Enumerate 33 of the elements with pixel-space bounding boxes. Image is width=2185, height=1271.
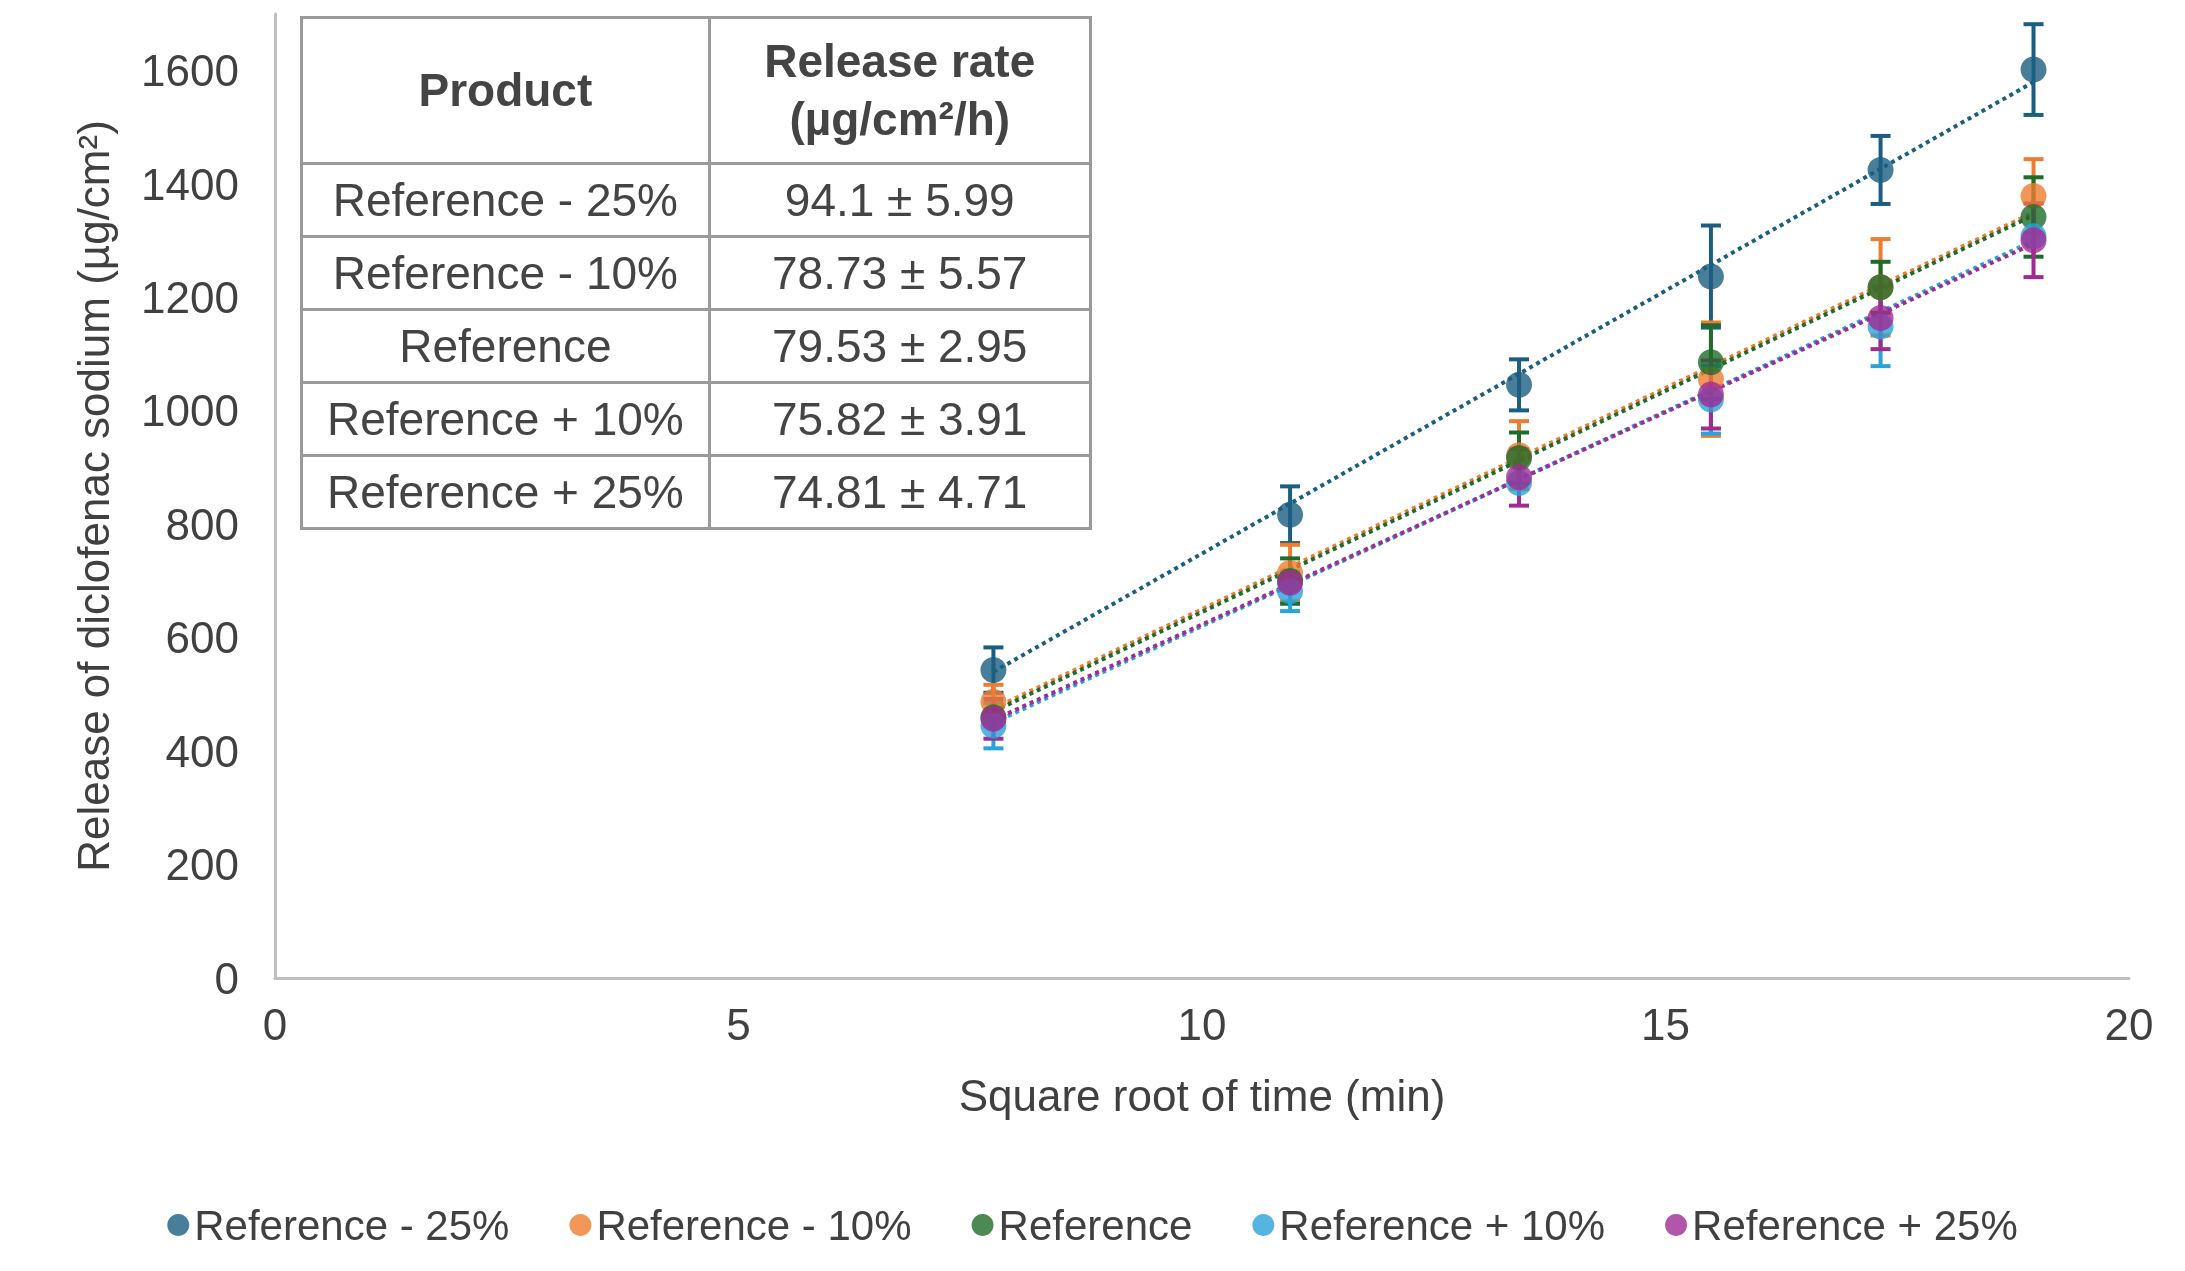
y-tick-label: 800 xyxy=(165,499,239,549)
legend-label: Reference + 10% xyxy=(1279,1201,1606,1249)
y-axis-title: Release of diclofenac sodium (µg/cm²) xyxy=(68,120,118,872)
y-tick-label: 600 xyxy=(165,613,239,663)
x-tick-label: 10 xyxy=(1177,999,1227,1049)
x-axis-title: Square root of time (min) xyxy=(958,1070,1446,1120)
annotation: 74.81 ± 4.71 xyxy=(709,455,1091,529)
y-tick-label: 1200 xyxy=(141,273,239,323)
legend-label: Reference xyxy=(998,1201,1193,1249)
y-tick-label: 1600 xyxy=(141,46,239,96)
annotation: Reference + 25% xyxy=(301,455,710,529)
y-tick-label: 200 xyxy=(165,840,239,890)
annotation: 75.82 ± 3.91 xyxy=(709,382,1091,456)
annotation: 94.1 ± 5.99 xyxy=(709,163,1091,237)
y-tick-label: 1400 xyxy=(141,159,239,209)
annotation: 78.73 ± 5.57 xyxy=(709,236,1091,310)
annotation: Release rate (µg/cm²/h) xyxy=(709,17,1091,164)
annotation: Product xyxy=(301,17,710,164)
annotation: 79.53 ± 2.95 xyxy=(709,309,1091,383)
y-tick-label: 0 xyxy=(214,953,239,1003)
annotation: Reference xyxy=(301,309,710,383)
annotation: Reference - 25% xyxy=(301,163,710,237)
annotation: Reference - 10% xyxy=(301,236,710,310)
x-tick-label: 5 xyxy=(726,999,751,1049)
legend-label: Reference + 25% xyxy=(1692,1201,2018,1249)
legend-label: Reference - 10% xyxy=(596,1201,912,1249)
y-tick-label: 1000 xyxy=(141,386,239,436)
x-tick-label: 0 xyxy=(262,999,288,1049)
y-tick-label: 400 xyxy=(165,726,239,776)
annotation: Reference + 10% xyxy=(301,382,710,456)
x-tick-label: 15 xyxy=(1641,999,1690,1049)
legend-label: Reference - 25% xyxy=(194,1201,510,1249)
x-tick-label: 20 xyxy=(2104,999,2154,1049)
